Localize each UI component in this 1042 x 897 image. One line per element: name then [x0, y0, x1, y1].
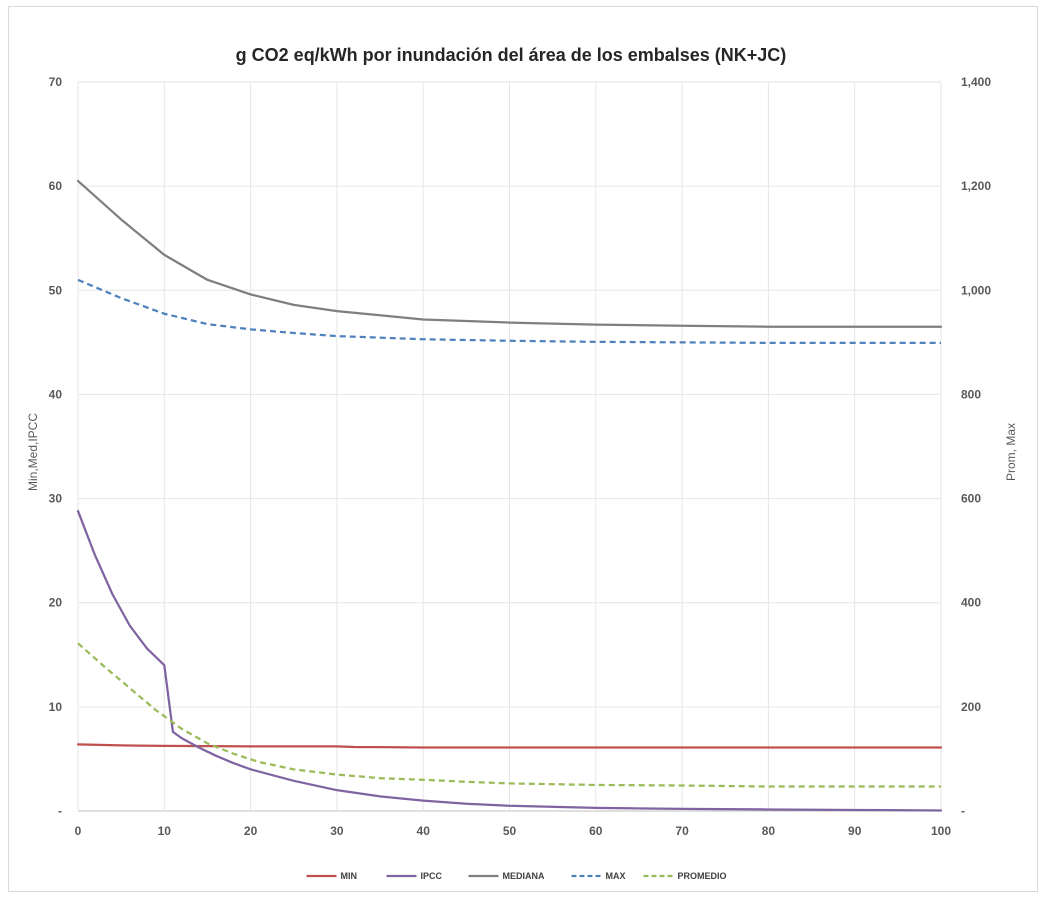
x-tick-label: 0	[75, 824, 82, 838]
x-tick-label: 80	[762, 824, 776, 838]
x-tick-label: 40	[417, 824, 431, 838]
legend-label: IPCC	[421, 871, 443, 881]
y-right-tick-label: 400	[961, 596, 981, 610]
series-line-ipcc	[76, 509, 943, 812]
y-left-tick-label: 40	[49, 387, 63, 401]
y-right-tick-label: 1,000	[961, 283, 991, 297]
x-tick-label: 60	[589, 824, 603, 838]
y-left-tick-label: 10	[49, 700, 63, 714]
series-line-promedio	[77, 642, 941, 788]
legend-label: PROMEDIO	[678, 871, 727, 881]
gridlines	[77, 81, 942, 812]
y-left-tick-label: 50	[49, 283, 63, 297]
legend-item-min: MIN	[306, 871, 358, 881]
series-line-mediana	[76, 179, 943, 328]
legend-item-promedio: PROMEDIO	[643, 871, 727, 881]
y-right-tick-label: 1,200	[961, 179, 991, 193]
x-tick-label: 50	[503, 824, 517, 838]
legend-item-mediana: MEDIANA	[468, 871, 545, 881]
y-axis-left-title: Min,Med,IPCC	[26, 413, 40, 491]
x-tick-label: 20	[244, 824, 258, 838]
chart-frame: g CO2 eq/kWh por inundación del área de …	[8, 6, 1038, 892]
line-chart: g CO2 eq/kWh por inundación del área de …	[26, 45, 1018, 881]
y-axis-right-title: Prom, Max	[1004, 423, 1018, 481]
series-line-max	[77, 278, 941, 345]
y-left-tick-label: 20	[49, 596, 63, 610]
y-left-tick-label: 30	[49, 492, 63, 506]
x-tick-label: 90	[848, 824, 862, 838]
x-tick-label: 100	[931, 824, 951, 838]
y-right-tick-label: 800	[961, 387, 981, 401]
y-right-tick-label: 1,400	[961, 75, 991, 89]
x-tick-label: 70	[675, 824, 689, 838]
legend-item-ipcc: IPCC	[386, 871, 443, 881]
x-tick-label: 30	[330, 824, 344, 838]
y-right-tick-label: 200	[961, 700, 981, 714]
legend-label: MIN	[341, 871, 358, 881]
y-right-tick-label: 600	[961, 492, 981, 506]
series-lines	[76, 179, 943, 812]
y-right-tick-label: -	[961, 804, 965, 818]
y-left-tick-label: 70	[49, 75, 63, 89]
legend-item-max: MAX	[571, 871, 626, 881]
y-left-tick-label: 60	[49, 179, 63, 193]
legend-label: MEDIANA	[503, 871, 545, 881]
legend-label: MAX	[606, 871, 626, 881]
chart-title: g CO2 eq/kWh por inundación del área de …	[236, 45, 787, 65]
series-line-min	[76, 743, 943, 749]
y-left-tick-label: -	[58, 804, 62, 818]
legend: MIN IPCC MEDIANA MAX PROMEDIO	[306, 871, 727, 881]
x-tick-label: 10	[158, 824, 172, 838]
